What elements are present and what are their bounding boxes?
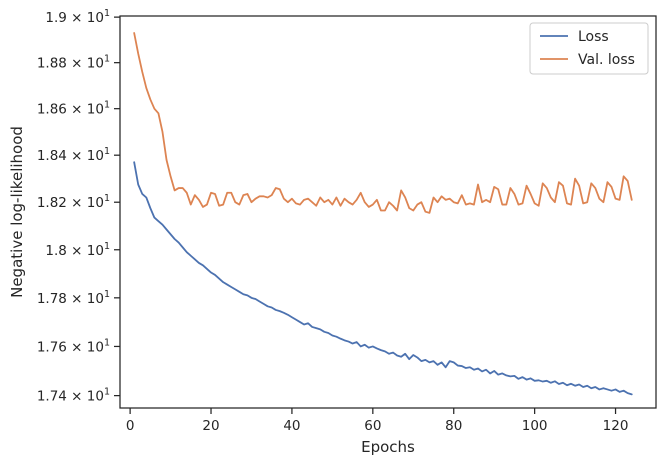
plot-frame bbox=[119, 15, 657, 409]
y-axis: 1.74 × 101 1.76 × 101 1.78 × 101 1.8 × 101 1… bbox=[37, 8, 120, 405]
y-tick-label: 1.74 × 101 bbox=[37, 387, 110, 405]
series-line-val-loss bbox=[133, 32, 633, 214]
x-tick-label: 100 bbox=[522, 418, 548, 434]
y-tick-label: 1.9 × 101 bbox=[45, 8, 110, 26]
x-axis-label: Epochs bbox=[361, 438, 415, 456]
x-axis: 0 20 40 60 80 100 120 bbox=[126, 408, 629, 434]
x-tick-label: 0 bbox=[126, 418, 135, 434]
y-tick-label: 1.88 × 101 bbox=[37, 54, 110, 72]
y-tick-label: 1.76 × 101 bbox=[37, 337, 110, 355]
series-layer bbox=[133, 32, 633, 396]
y-tick-label: 1.78 × 101 bbox=[37, 289, 110, 307]
x-tick-label: 60 bbox=[364, 418, 381, 434]
x-tick-label: 40 bbox=[283, 418, 300, 434]
x-tick-label: 120 bbox=[603, 418, 629, 434]
y-tick-label: 1.82 × 101 bbox=[37, 193, 110, 211]
legend: Loss Val. loss bbox=[529, 22, 649, 75]
series-line-loss bbox=[133, 161, 633, 396]
y-tick-label: 1.84 × 101 bbox=[37, 146, 110, 164]
y-tick-label: 1.86 × 101 bbox=[37, 100, 110, 118]
y-axis-label: Negative log-likelihood bbox=[8, 126, 26, 298]
x-tick-label: 20 bbox=[202, 418, 219, 434]
legend-label-loss: Loss bbox=[578, 29, 609, 45]
x-tick-label: 80 bbox=[445, 418, 462, 434]
y-tick-label: 1.8 × 101 bbox=[45, 241, 110, 259]
legend-label-val-loss: Val. loss bbox=[578, 52, 635, 68]
